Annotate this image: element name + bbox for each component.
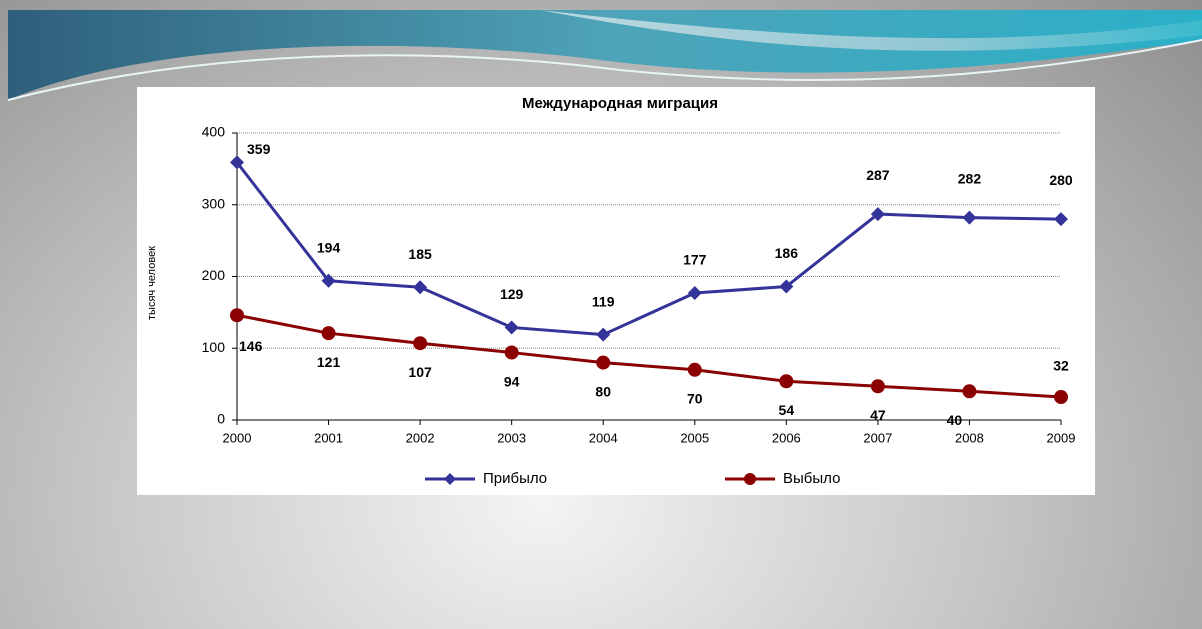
- x-tick-label: 2007: [863, 430, 892, 445]
- legend-marker: [744, 473, 756, 485]
- x-tick-label: 2008: [955, 430, 984, 445]
- data-label: 32: [1053, 358, 1069, 374]
- point: [871, 379, 885, 393]
- x-tick-label: 2000: [223, 430, 252, 445]
- data-label: 119: [592, 293, 615, 309]
- y-tick-label: 300: [202, 195, 226, 211]
- y-tick-label: 0: [217, 411, 225, 427]
- chart-title: Международная миграция: [522, 95, 718, 112]
- data-label: 185: [408, 246, 432, 262]
- point: [688, 363, 702, 377]
- point: [596, 356, 610, 370]
- data-label: 121: [317, 354, 341, 370]
- data-label: 282: [958, 170, 982, 186]
- point: [322, 326, 336, 340]
- data-label: 54: [779, 402, 795, 418]
- point: [230, 308, 244, 322]
- x-tick-label: 2002: [406, 430, 435, 445]
- data-label: 80: [595, 383, 611, 399]
- point: [505, 346, 519, 360]
- chart: Международная миграция тысяч человек 0 10…: [0, 0, 1202, 629]
- x-tick-label: 2006: [772, 430, 801, 445]
- point: [962, 384, 976, 398]
- data-label: 129: [500, 286, 524, 302]
- data-label: 359: [247, 141, 271, 157]
- x-tick-label: 2005: [680, 430, 709, 445]
- x-tick-label: 2003: [497, 430, 526, 445]
- data-label: 186: [775, 245, 799, 261]
- legend-label: Выбыло: [783, 470, 840, 487]
- data-label: 280: [1049, 172, 1073, 188]
- data-label: 47: [870, 407, 886, 423]
- data-label: 194: [317, 240, 341, 256]
- legend-label: Прибыло: [483, 470, 547, 487]
- data-label: 70: [687, 390, 703, 406]
- point: [779, 374, 793, 388]
- point: [1054, 390, 1068, 404]
- x-tick-label: 2009: [1047, 430, 1076, 445]
- data-label: 94: [504, 373, 520, 389]
- x-tick-label: 2001: [314, 430, 343, 445]
- y-tick-label: 400: [202, 124, 226, 140]
- y-axis-label: тысяч человек: [146, 246, 158, 320]
- header-wave: [8, 10, 1202, 100]
- data-label: 146: [239, 338, 263, 354]
- data-label: 177: [683, 252, 707, 268]
- data-label: 40: [947, 412, 963, 428]
- data-label: 287: [866, 167, 890, 183]
- y-tick-label: 100: [202, 339, 226, 355]
- x-tick-label: 2004: [589, 430, 618, 445]
- data-label: 107: [408, 364, 432, 380]
- y-tick-label: 200: [202, 267, 226, 283]
- slide: Международная миграция тысяч человек 0 10…: [0, 0, 1202, 629]
- point: [413, 336, 427, 350]
